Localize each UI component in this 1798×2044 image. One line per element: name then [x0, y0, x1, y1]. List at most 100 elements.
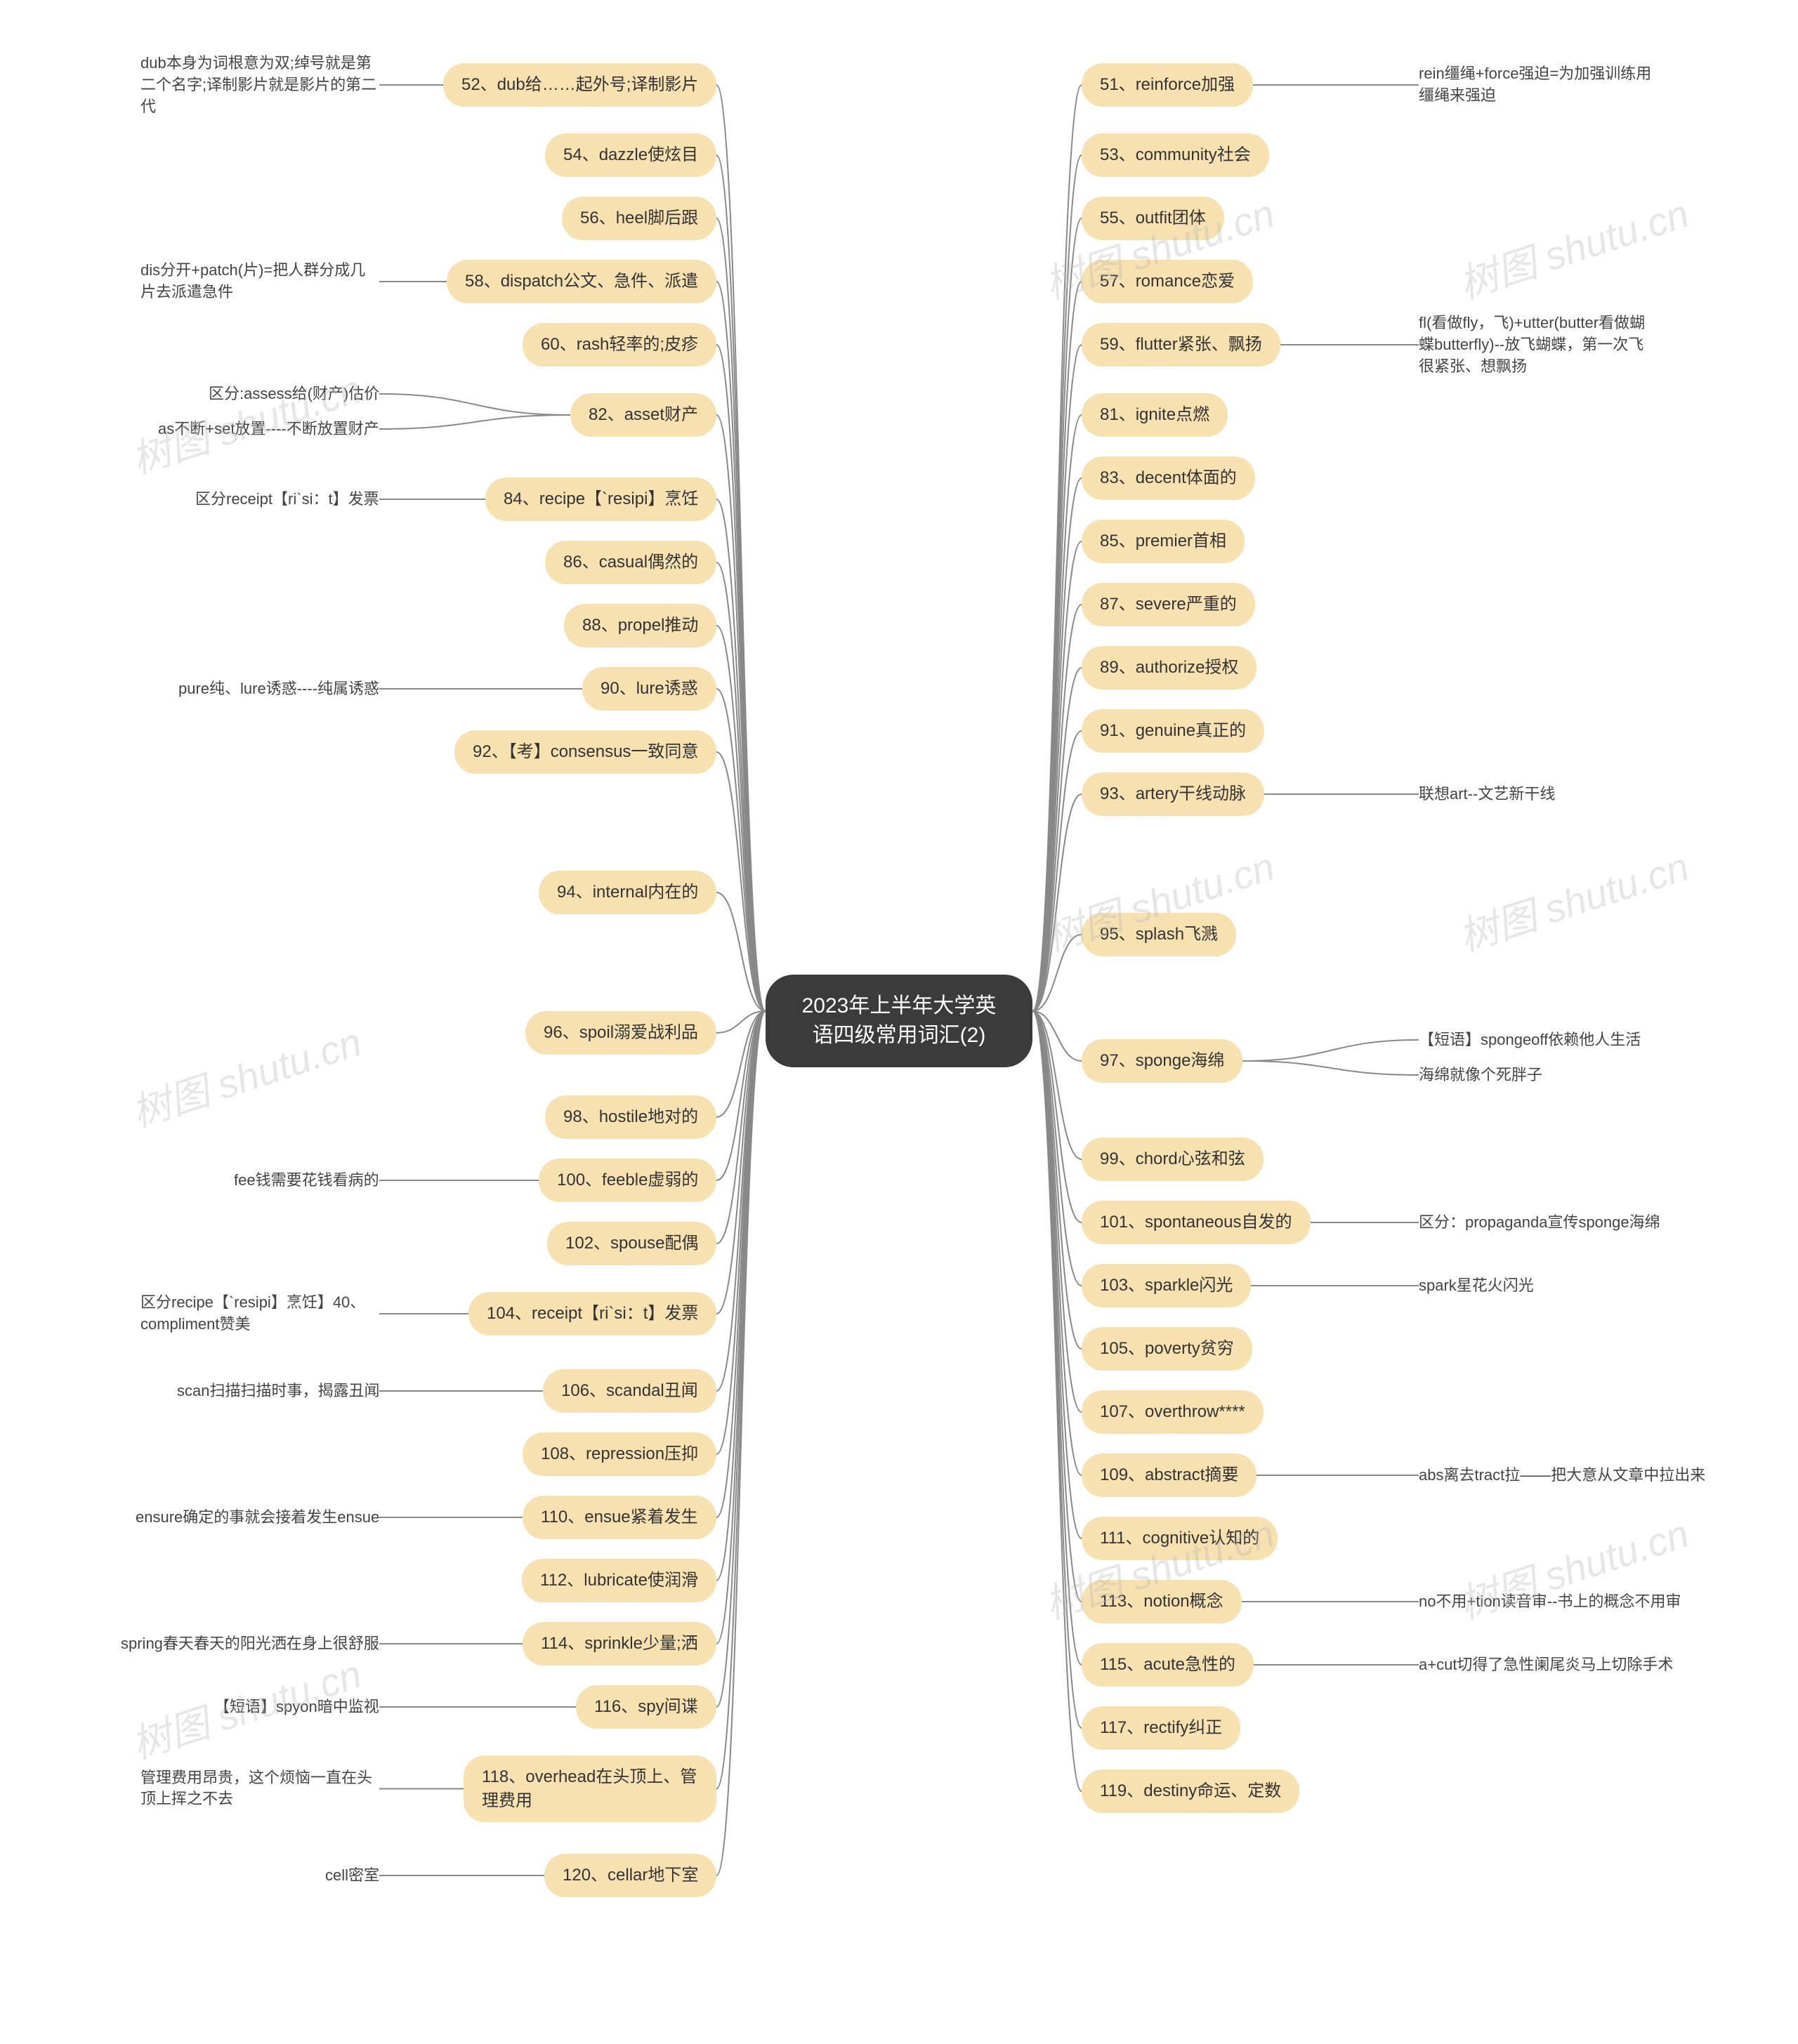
node-label: 110、ensue紧着发生 [541, 1508, 698, 1527]
node-label: 90、lure诱惑 [601, 679, 698, 698]
watermark: 树图 shutu.cn [124, 1011, 368, 1139]
right-node: 101、spontaneous自发的 [1082, 1201, 1311, 1244]
node-label: 106、scandal丑闻 [561, 1381, 698, 1400]
right-node: 107、overthrow**** [1082, 1390, 1264, 1434]
node-label: 108、repression压抑 [541, 1444, 698, 1463]
leaf-label: fee钱需要花钱看病的 [234, 1170, 379, 1192]
leaf-label: 区分receipt【ri`si：t】发票 [195, 489, 379, 510]
node-label: 94、internal内在的 [557, 883, 698, 902]
right-node: 105、poverty贫穷 [1082, 1327, 1252, 1371]
node-label: 115、acute急性的 [1100, 1655, 1235, 1674]
right-node: 113、notion概念 [1082, 1580, 1242, 1623]
leaf-label: as不断+set放置----不断放置财产 [158, 418, 379, 440]
leaf-label: 【短语】spongeoff依赖他人生活 [1419, 1029, 1641, 1051]
left-node: 52、dub给……起外号;译制影片 [443, 63, 716, 107]
right-node: 87、severe严重的 [1082, 583, 1255, 626]
node-label: 111、cognitive认知的 [1100, 1529, 1259, 1548]
leaf-label: 区分：propaganda宣传sponge海绵 [1419, 1212, 1660, 1234]
left-node: 102、spouse配偶 [547, 1222, 716, 1265]
left-node: 92、【考】consensus一致同意 [454, 730, 716, 774]
node-label: 83、decent体面的 [1100, 468, 1237, 487]
left-node: 88、propel推动 [564, 604, 716, 647]
leaf-label: dub本身为词根意为双;绰号就是第二个名字;译制影片就是影片的第二代 [140, 53, 379, 117]
left-node: 86、casual偶然的 [545, 541, 716, 584]
leaf-label: ensure确定的事就会接着发生ensue [136, 1507, 379, 1529]
center-label: 2023年上半年大学英语四级常用词汇(2) [802, 994, 997, 1047]
leaf-label: 管理费用昂贵，这个烦恼一直在头顶上挥之不去 [140, 1767, 379, 1811]
left-node: 90、lure诱惑 [582, 667, 716, 711]
right-node: 103、sparkle闪光 [1082, 1264, 1251, 1307]
leaf-label: 联想art--文艺新干线 [1419, 784, 1555, 805]
node-label: 97、sponge海绵 [1100, 1051, 1224, 1070]
node-label: 56、heel脚后跟 [580, 209, 698, 228]
right-node: 89、authorize授权 [1082, 646, 1256, 690]
leaf-label: 区分:assess给(财产)估价 [209, 383, 379, 405]
left-node: 94、internal内在的 [539, 871, 716, 914]
leaf-label: a+cut切得了急性阑尾炎马上切除手术 [1419, 1654, 1673, 1676]
node-label: 82、asset财产 [589, 405, 698, 424]
right-node: 97、sponge海绵 [1082, 1039, 1242, 1083]
right-node: 117、rectify纠正 [1082, 1706, 1240, 1750]
node-label: 81、ignite点燃 [1100, 405, 1209, 424]
left-node: 84、recipe【`resipi】烹饪 [485, 477, 716, 521]
node-label: 85、premier首相 [1100, 532, 1226, 550]
node-label: 52、dub给……起外号;译制影片 [461, 75, 698, 94]
node-label: 96、spoil溺爱战利品 [544, 1023, 698, 1042]
node-label: 119、destiny命运、定数 [1100, 1781, 1281, 1800]
node-label: 55、outfit团体 [1100, 209, 1206, 228]
leaf-label: 区分recipe【`resipi】烹饪】40、compliment赞美 [140, 1292, 379, 1336]
left-node: 54、dazzle使炫目 [545, 133, 716, 177]
left-node: 116、spy间谍 [576, 1685, 716, 1729]
right-node: 53、community社会 [1082, 133, 1269, 177]
left-node: 60、rash轻率的;皮疹 [523, 323, 716, 367]
watermark: 树图 shutu.cn [1451, 183, 1695, 310]
node-label: 109、abstract摘要 [1100, 1465, 1238, 1484]
leaf-label: fl(看做fly，飞)+utter(butter看做蝴蝶butterfly)--… [1419, 312, 1658, 377]
leaf-label: dis分开+patch(片)=把人群分成几片去派遣急件 [140, 260, 379, 303]
node-label: 99、chord心弦和弦 [1100, 1149, 1245, 1168]
right-node: 119、destiny命运、定数 [1082, 1769, 1299, 1813]
right-node: 91、genuine真正的 [1082, 709, 1264, 753]
right-node: 111、cognitive认知的 [1082, 1517, 1278, 1560]
node-label: 101、spontaneous自发的 [1100, 1213, 1292, 1232]
left-node: 118、overhead在头顶上、管理费用 [464, 1755, 716, 1822]
right-node: 59、flutter紧张、飘扬 [1082, 323, 1280, 367]
right-node: 85、premier首相 [1082, 520, 1245, 563]
leaf-label: rein缰绳+force强迫=为加强训练用缰绳来强迫 [1419, 63, 1658, 107]
right-node: 95、splash飞溅 [1082, 913, 1236, 956]
node-label: 51、reinforce加强 [1100, 75, 1235, 94]
right-node: 55、outfit团体 [1082, 197, 1224, 240]
node-label: 84、recipe【`resipi】烹饪 [504, 489, 698, 508]
left-node: 82、asset财产 [570, 393, 716, 437]
node-label: 57、romance恋爱 [1100, 272, 1235, 291]
node-label: 93、artery干线动脉 [1100, 784, 1246, 803]
node-label: 102、spouse配偶 [565, 1234, 698, 1253]
leaf-label: 海绵就像个死胖子 [1419, 1064, 1542, 1086]
node-label: 103、sparkle闪光 [1100, 1276, 1233, 1295]
leaf-label: spring春天春天的阳光洒在身上很舒服 [121, 1633, 379, 1655]
left-node: 98、hostile地对的 [545, 1095, 716, 1139]
node-label: 95、splash飞溅 [1100, 925, 1218, 944]
left-node: 114、sprinkle少量;洒 [523, 1622, 716, 1666]
leaf-label: pure纯、lure诱惑----纯属诱惑 [178, 678, 379, 700]
node-label: 112、lubricate使润滑 [540, 1571, 698, 1590]
node-label: 53、community社会 [1100, 145, 1251, 164]
right-node: 99、chord心弦和弦 [1082, 1138, 1264, 1181]
node-label: 92、【考】consensus一致同意 [473, 742, 698, 761]
node-label: 58、dispatch公文、急件、派遣 [465, 272, 698, 291]
leaf-label: scan扫描扫描时事，揭露丑闻 [177, 1380, 379, 1402]
node-label: 118、overhead在头顶上、管理费用 [482, 1767, 697, 1810]
left-node: 100、feeble虚弱的 [539, 1159, 716, 1202]
left-node: 96、spoil溺爱战利品 [525, 1011, 716, 1055]
node-label: 59、flutter紧张、飘扬 [1100, 335, 1262, 354]
node-label: 88、propel推动 [582, 616, 698, 635]
leaf-label: 【短语】spyon暗中监视 [214, 1696, 379, 1718]
left-node: 112、lubricate使润滑 [522, 1559, 716, 1602]
node-label: 100、feeble虚弱的 [557, 1171, 698, 1189]
right-node: 83、decent体面的 [1082, 456, 1255, 500]
right-node: 115、acute急性的 [1082, 1643, 1254, 1687]
left-node: 110、ensue紧着发生 [523, 1496, 716, 1539]
node-label: 117、rectify纠正 [1100, 1718, 1222, 1737]
left-node: 108、repression压抑 [523, 1432, 716, 1476]
right-node: 93、artery干线动脉 [1082, 772, 1264, 816]
